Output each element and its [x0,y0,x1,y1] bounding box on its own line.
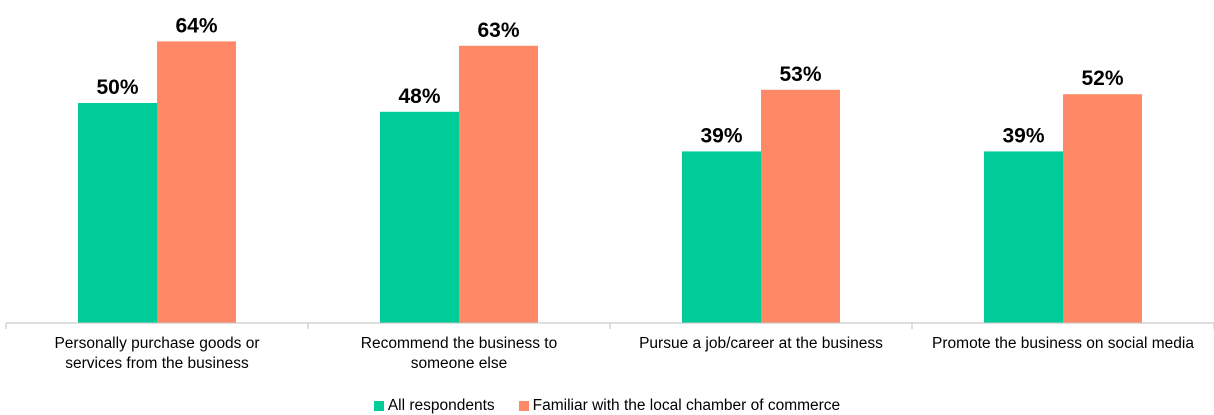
category-label-1: Personally purchase goods or services fro… [7,334,307,374]
data-label-series-2-cat-3: 53% [779,63,821,86]
category-label-line: Pursue a job/career at the business [639,335,883,352]
data-label-series-1-cat-4: 39% [1002,124,1044,147]
category-label-line: services from the business [65,355,249,372]
bar-series-1-cat-1 [78,103,157,323]
data-label-series-2-cat-2: 63% [477,19,519,42]
bar-series-2-cat-2 [459,45,538,324]
legend-label-chamber-familiar: Familiar with the local chamber of comme… [532,397,841,414]
category-label-line: Promote the business on social media [932,335,1194,352]
data-label-series-1-cat-2: 48% [398,85,440,108]
category-label-3: Pursue a job/career at the business [611,334,911,354]
legend-swatch-all-respondents [373,401,384,411]
legend-item-chamber-familiar: Familiar with the local chamber of comme… [518,397,841,415]
bar-series-2-cat-1 [157,41,236,324]
category-label-2: Recommend the business to someone else [309,334,609,374]
data-label-series-2-cat-4: 52% [1081,67,1123,90]
bar-series-1-cat-3 [682,151,761,323]
category-label-line: Personally purchase goods or [54,335,260,352]
data-label-series-1-cat-1: 50% [96,76,138,99]
legend-label-all-respondents: All respondents [387,397,495,414]
bars-group [78,41,1142,324]
legend: All respondents Familiar with the local … [0,397,1214,415]
legend-item-all-respondents: All respondents [373,397,495,415]
category-label-line: someone else [410,355,508,372]
x-axis-ticks [5,323,1214,329]
data-label-series-1-cat-3: 39% [700,124,742,147]
bar-series-1-cat-2 [380,111,459,323]
data-label-series-2-cat-1: 64% [175,14,217,37]
bar-series-2-cat-4 [1063,94,1142,323]
bar-series-1-cat-4 [984,151,1063,323]
category-label-line: Recommend the business to [360,335,558,352]
bar-series-2-cat-3 [761,89,840,323]
legend-swatch-chamber-familiar [518,401,529,411]
value-labels-group: 50% 64% 48% 63% 39% 53% 39% 52% [96,14,1123,147]
category-label-4: Promote the business on social media [913,334,1213,354]
